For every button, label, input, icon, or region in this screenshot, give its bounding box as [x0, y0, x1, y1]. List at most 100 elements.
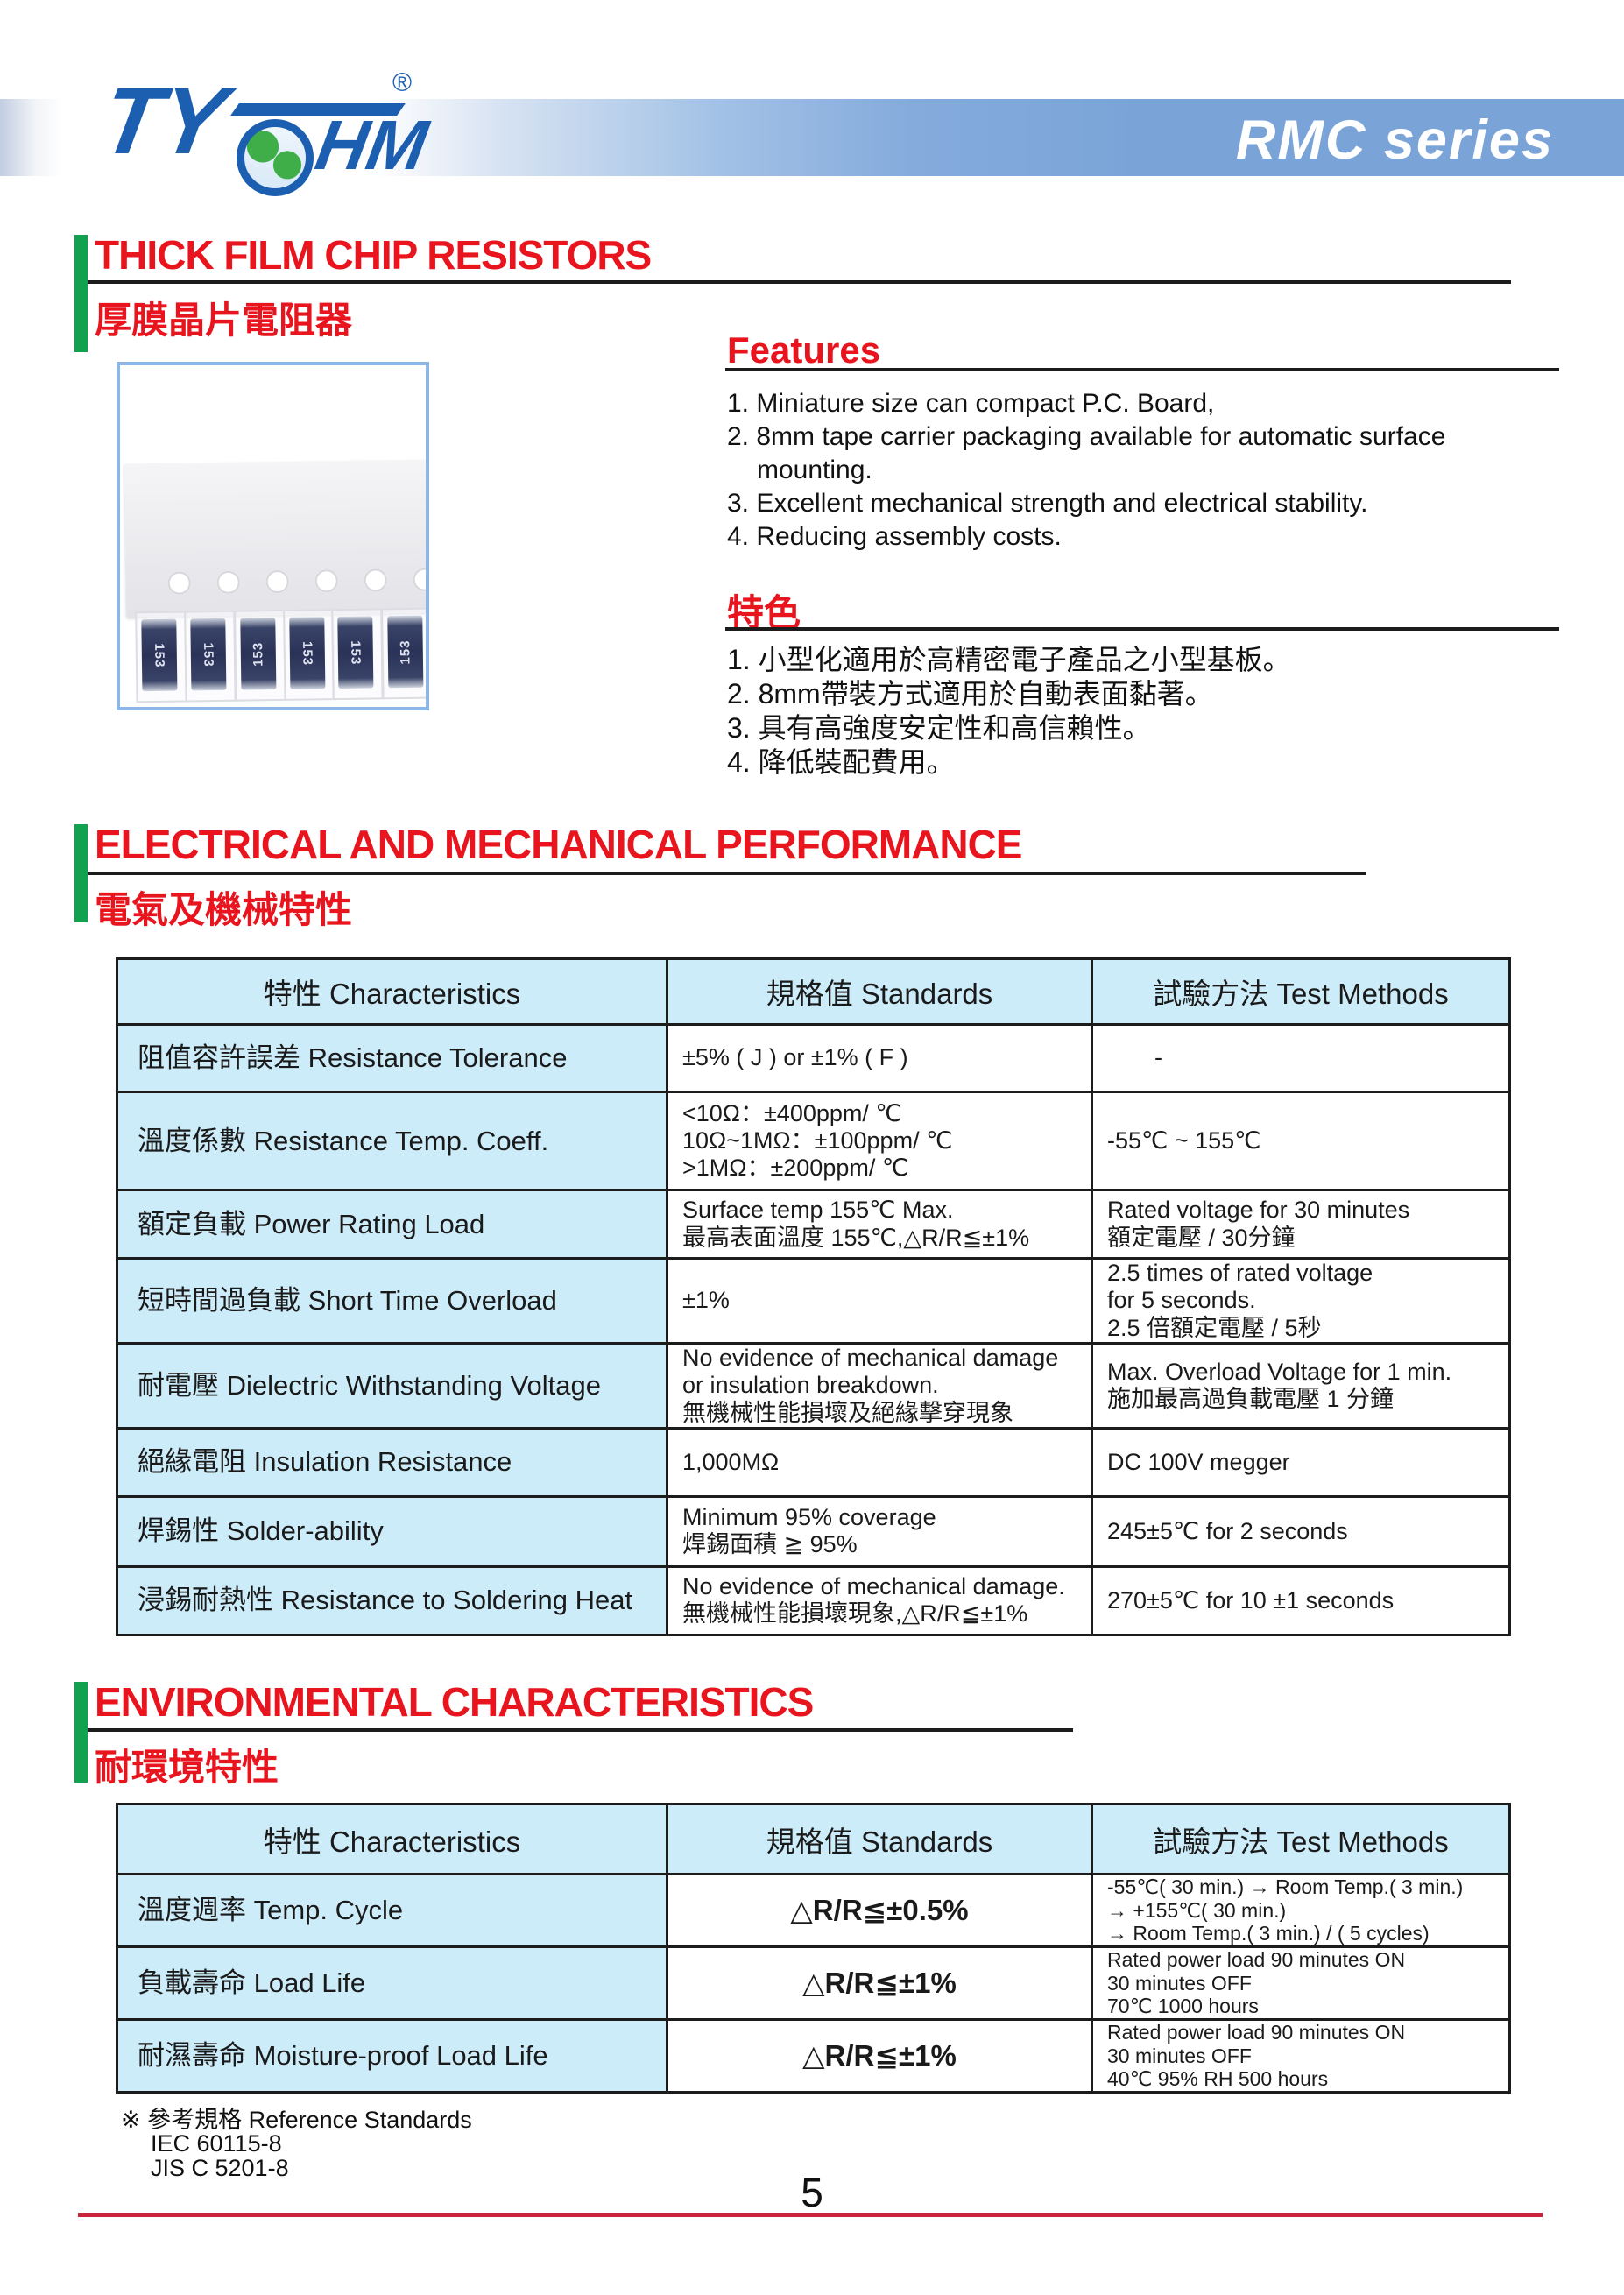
- electrical-table: 特性 Characteristics 規格值 Standards 試驗方法 Te…: [116, 957, 1511, 1636]
- standards-cell: No evidence of mechanical damage or insul…: [666, 1341, 1093, 1430]
- cell-line: 絕緣電阻 Insulation Resistance: [138, 1446, 512, 1478]
- features-zh-underline: [725, 627, 1559, 631]
- cell-line: Rated power load 90 minutes ON: [1107, 2021, 1406, 2044]
- reference-iec: IEC 60115-8: [151, 2130, 282, 2157]
- features-list: 1. Miniature size can compact P.C. Board…: [727, 387, 1594, 554]
- cell-line: 最高表面溫度 155℃,△R/R≦±1%: [682, 1224, 1030, 1251]
- cell-line: or insulation breakdown.: [682, 1372, 939, 1399]
- cell-line: 1,000MΩ: [682, 1448, 780, 1475]
- section-subtitle-zh: 電氣及機械特性: [95, 889, 353, 930]
- sprocket-hole: [413, 568, 426, 591]
- table-row: 額定負載 Power Rating Load Surface temp 155℃ …: [116, 1189, 1511, 1260]
- cell-line: 耐電壓 Dielectric Withstanding Voltage: [138, 1369, 601, 1401]
- cell-line: 2.5 times of rated voltage: [1107, 1260, 1373, 1286]
- chip-marking: 153: [348, 639, 364, 665]
- cell-line: 2.5 倍額定電壓 / 5秒: [1107, 1314, 1322, 1341]
- table-row: 阻值容許誤差 Resistance Tolerance ±5% ( J ) or …: [116, 1023, 1511, 1093]
- cell-line: >1MΩ：±200ppm/ ℃: [682, 1155, 909, 1182]
- table-row: 溫度係數 Resistance Temp. Coeff. <10Ω：±400ppm…: [116, 1091, 1511, 1191]
- list-item-line: 4. Reducing assembly costs.: [727, 522, 1062, 551]
- standards-cell: No evidence of mechanical damage. 無機械性能損壞…: [666, 1564, 1093, 1636]
- section-subtitle-zh: 耐環境特性: [95, 1747, 279, 1788]
- col-header-characteristics: 特性 Characteristics: [116, 1803, 668, 1875]
- cell-line: ±1%: [682, 1287, 730, 1314]
- cell-line: △R/R≦±1%: [802, 1966, 957, 1999]
- cell-line: → Room Temp.( 3 min.) / ( 5 cycles): [1107, 1922, 1430, 1945]
- section-underline: [88, 872, 1366, 875]
- standards-cell: Minimum 95% coverage 焊錫面積 ≧ 95%: [666, 1494, 1093, 1568]
- environmental-table: 特性 Characteristics 規格值 Standards 試驗方法 Te…: [116, 1803, 1511, 2094]
- cell-line: -: [1154, 1044, 1162, 1071]
- sprocket-hole: [265, 569, 289, 594]
- test-methods-cell: -55℃( 30 min.) → Room Temp.( 3 min.) → +1…: [1091, 1872, 1511, 1949]
- cell-line: 浸錫耐熱性 Resistance to Soldering Heat: [138, 1585, 633, 1616]
- series-title: RMC series: [1235, 109, 1554, 171]
- test-methods-cell: DC 100V megger: [1091, 1426, 1511, 1498]
- list-item-line: 2. 8mm tape carrier packaging available …: [727, 422, 1446, 451]
- logo-hm-text: HM: [310, 106, 434, 184]
- list-item-line: 2. 8mm帶裝方式適用於自動表面黏著。: [727, 678, 1213, 710]
- table-row: 浸錫耐熱性 Resistance to Soldering Heat No evi…: [116, 1564, 1511, 1636]
- test-methods-cell: Rated power load 90 minutes ON 30 minutes…: [1091, 2018, 1511, 2094]
- reference-standards-note: ※ 參考規格 Reference Standards: [121, 2107, 472, 2133]
- table-row: 短時間過負載 Short Time Overload ±1% 2.5 times o…: [116, 1257, 1511, 1345]
- cell-line: 10Ω~1MΩ：±100ppm/ ℃: [682, 1126, 953, 1154]
- characteristic-cell: 焊錫性 Solder-ability: [116, 1494, 668, 1568]
- cell-line: 負載壽命 Load Life: [138, 1967, 366, 1999]
- cell-line: 溫度係數 Resistance Temp. Coeff.: [138, 1125, 549, 1156]
- table-row: 絕緣電阻 Insulation Resistance 1,000MΩ DC 100V…: [116, 1426, 1511, 1498]
- cell-line: DC 100V megger: [1107, 1448, 1290, 1475]
- list-item-line: mounting.: [757, 455, 872, 484]
- cell-line: 短時間過負載 Short Time Overload: [138, 1284, 557, 1316]
- sprocket-hole: [167, 571, 191, 595]
- cell-line: 40℃ 95% RH 500 hours: [1107, 2067, 1329, 2091]
- standards-cell: Surface temp 155℃ Max. 最高表面溫度 155℃,△R/R≦±…: [666, 1189, 1093, 1260]
- features-underline: [725, 368, 1559, 371]
- cell-line: Surface temp 155℃ Max.: [682, 1197, 954, 1224]
- cell-line: -55℃ ~ 155℃: [1107, 1126, 1261, 1154]
- list-item-line: 3. 具有高強度安定性和高信賴性。: [727, 712, 1151, 744]
- carrier-tape: 153 153 153 153 153 153: [124, 459, 426, 703]
- cell-line: 阻值容許誤差 Resistance Tolerance: [138, 1042, 568, 1074]
- table-row: 焊錫性 Solder-ability Minimum 95% coverage 焊錫…: [116, 1494, 1511, 1568]
- cell-line: 額定電壓 / 30分鐘: [1107, 1224, 1296, 1251]
- cell-line: for 5 seconds.: [1107, 1287, 1256, 1314]
- chip-resistor: 153: [387, 615, 424, 688]
- cell-line: △R/R≦±1%: [802, 2038, 957, 2072]
- col-header-test-methods: 試驗方法 Test Methods: [1091, 1803, 1511, 1875]
- cell-line: 30 minutes OFF: [1107, 1971, 1252, 1995]
- characteristic-cell: 絕緣電阻 Insulation Resistance: [116, 1426, 668, 1498]
- chip-marking: 153: [152, 642, 167, 668]
- footer-rule: [78, 2213, 1543, 2217]
- list-item-line: 1. 小型化適用於高精密電子產品之小型基板。: [727, 644, 1291, 675]
- test-methods-cell: -55℃ ~ 155℃: [1091, 1091, 1511, 1191]
- cell-line: → +155℃( 30 min.): [1107, 1898, 1287, 1922]
- characteristic-cell: 溫度係數 Resistance Temp. Coeff.: [116, 1091, 668, 1191]
- cell-line: 焊錫性 Solder-ability: [138, 1515, 384, 1547]
- characteristic-cell: 阻值容許誤差 Resistance Tolerance: [116, 1023, 668, 1093]
- characteristic-cell: 浸錫耐熱性 Resistance to Soldering Heat: [116, 1564, 668, 1636]
- cell-line: Minimum 95% coverage: [682, 1504, 936, 1531]
- page-number: 5: [801, 2170, 823, 2215]
- characteristic-cell: 負載壽命 Load Life: [116, 1945, 668, 2022]
- chip-resistor: 153: [141, 618, 178, 692]
- col-header-standards: 規格值 Standards: [666, 1803, 1093, 1875]
- chip-resistor: 153: [337, 616, 374, 689]
- section-title-electrical: ELECTRICAL AND MECHANICAL PERFORMANCE: [95, 822, 1022, 867]
- cell-line: <10Ω：±400ppm/ ℃: [682, 1099, 902, 1126]
- chip-resistor: 153: [289, 617, 326, 689]
- cell-line: △R/R≦±0.5%: [790, 1893, 969, 1926]
- list-item-line: 3. Excellent mechanical strength and ele…: [727, 489, 1368, 518]
- cell-line: 無機械性能損壞現象,△R/R≦±1%: [682, 1600, 1028, 1628]
- sprocket-hole: [314, 569, 338, 593]
- cell-line: -55℃( 30 min.) → Room Temp.( 3 min.): [1107, 1875, 1464, 1898]
- features-zh-list: 1. 小型化適用於高精密電子產品之小型基板。 2. 8mm帶裝方式適用於自動表面黏…: [727, 643, 1594, 780]
- globe-icon: [237, 119, 314, 196]
- characteristic-cell: 耐電壓 Dielectric Withstanding Voltage: [116, 1341, 668, 1430]
- environmental-table-wrap: 特性 Characteristics 規格值 Standards 試驗方法 Te…: [116, 1803, 1511, 2094]
- characteristic-cell: 溫度週率 Temp. Cycle: [116, 1872, 668, 1949]
- chip-marking: 153: [201, 641, 216, 667]
- features-zh-title: 特色: [727, 592, 801, 633]
- section-accent-bar: [74, 1682, 88, 1783]
- col-header-characteristics: 特性 Characteristics: [116, 957, 668, 1026]
